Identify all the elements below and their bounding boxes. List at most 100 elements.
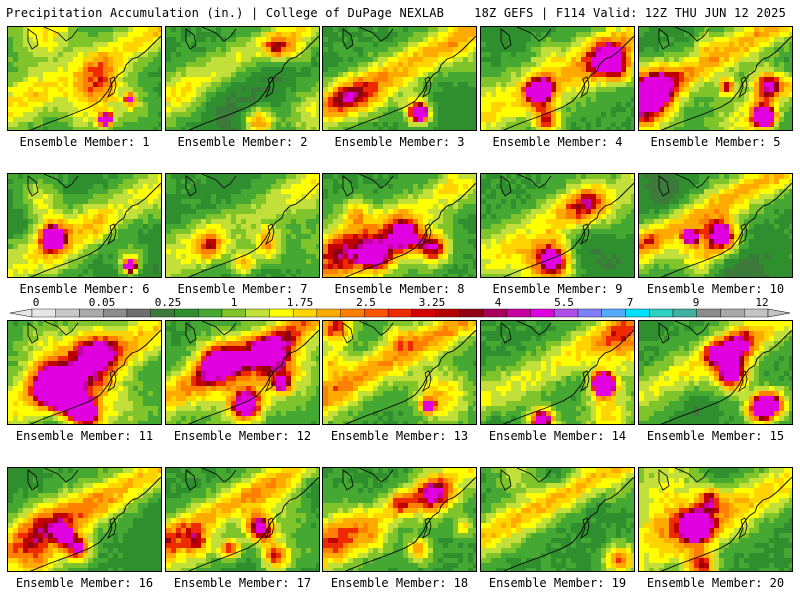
precip-field-map [8,321,161,424]
ensemble-member-label: Ensemble Member: 20 [646,576,785,590]
colorbar-swatch [530,308,555,318]
precip-field-map [323,321,476,424]
bay-outline [107,76,117,99]
precip-field-map [639,174,792,277]
bay-outline [580,517,590,540]
colorbar-tick-label: 3.25 [419,296,446,309]
coastline [187,35,319,130]
colorbar-tick-label: 7 [627,296,634,309]
bay-outline [580,223,590,246]
colorbar-swatch [55,308,80,318]
bay-outline [107,517,117,540]
ensemble-map-panel [322,467,477,572]
coastline [29,35,161,130]
colorbar-tick-label: 4 [495,296,502,309]
coastline [660,35,792,130]
colorbar-swatch [292,308,318,318]
coastline [344,329,476,424]
bay-outline [422,517,432,540]
ensemble-member-label: Ensemble Member: 19 [488,576,627,590]
ensemble-map-panel [165,26,320,131]
lake-outline [658,468,710,491]
ensemble-map-panel [480,320,635,425]
coastline [502,35,634,130]
lake-outline [27,27,79,50]
ensemble-member-label: Ensemble Member: 2 [177,135,308,149]
bay-outline [422,223,432,246]
colorbar-swatch [625,308,650,318]
ensemble-map-panel [480,467,635,572]
coastline [344,35,476,130]
ensemble-member-label: Ensemble Member: 8 [334,282,465,296]
ensemble-member-label: Ensemble Member: 15 [646,429,785,443]
coastline [29,476,161,571]
ensemble-member-label: Ensemble Member: 5 [650,135,781,149]
ensemble-map-panel [322,173,477,278]
colorbar-swatch [672,308,697,318]
ensemble-member-label: Ensemble Member: 18 [330,576,469,590]
coastline [660,329,792,424]
colorbar-tick-label: 0 [33,296,40,309]
colorbar-tick-label: 2.5 [356,296,376,309]
lake-outline [500,174,552,197]
coastline [29,329,161,424]
colorbar-tick-label: 12 [755,296,768,309]
lake-outline [658,174,710,197]
colorbar-swatch [506,308,531,318]
precip-field-map [8,27,161,130]
coastline [344,476,476,571]
ensemble-map-panel [7,320,162,425]
colorbar-swatch [482,308,508,318]
lake-outline [185,27,237,50]
colorbar-swatch [103,308,128,318]
lake-outline [342,27,394,50]
ensemble-map-panel [638,173,793,278]
ensemble-member-label: Ensemble Member: 11 [15,429,154,443]
colorbar-swatch [696,308,721,318]
lake-outline [185,174,237,197]
bay-outline [738,517,748,540]
lake-outline [27,468,79,491]
precip-field-map [8,174,161,277]
ensemble-map-panel [322,320,477,425]
colorbar-legend: 0 0.05 0.25 1 1.75 2.5 3.25 4 5.5 7 9 12 [9,296,791,318]
lake-outline [500,27,552,50]
ensemble-map-panel [322,26,477,131]
lake-outline [27,174,79,197]
coastline [502,182,634,277]
lake-outline [185,321,237,344]
colorbar-swatch [197,308,223,318]
colorbar-tick-label: 0.25 [155,296,182,309]
ensemble-member-label: Ensemble Member: 1 [19,135,150,149]
ensemble-map-panel [638,320,793,425]
colorbar-tick-label: 1 [231,296,238,309]
ensemble-map-panel [638,467,793,572]
ensemble-map-panel [7,173,162,278]
bay-outline [738,76,748,99]
precip-field-map [639,27,792,130]
colorbar-swatch [720,308,745,318]
bay-outline [107,223,117,246]
lake-outline [342,174,394,197]
precip-field-map [639,468,792,571]
precip-field-map [166,27,319,130]
lake-outline [27,321,79,344]
bay-outline [738,370,748,393]
ensemble-member-label: Ensemble Member: 9 [492,282,623,296]
colorbar-swatch [364,308,389,318]
lake-outline [658,321,710,344]
bay-outline [265,223,275,246]
colorbar-swatch [150,308,175,318]
coastline [502,476,634,571]
ensemble-map-panel [638,26,793,131]
ensemble-member-label: Ensemble Member: 7 [177,282,308,296]
colorbar-swatch [411,308,436,318]
coastline [187,329,319,424]
colorbar-swatch [387,308,413,318]
colorbar-swatch [577,308,603,318]
run-valid-time: 18Z GEFS | F114 Valid: 12Z THU JUN 12 20… [474,6,786,20]
bay-outline [265,517,275,540]
coastline [660,182,792,277]
precip-field-map [323,468,476,571]
lake-outline [500,468,552,491]
